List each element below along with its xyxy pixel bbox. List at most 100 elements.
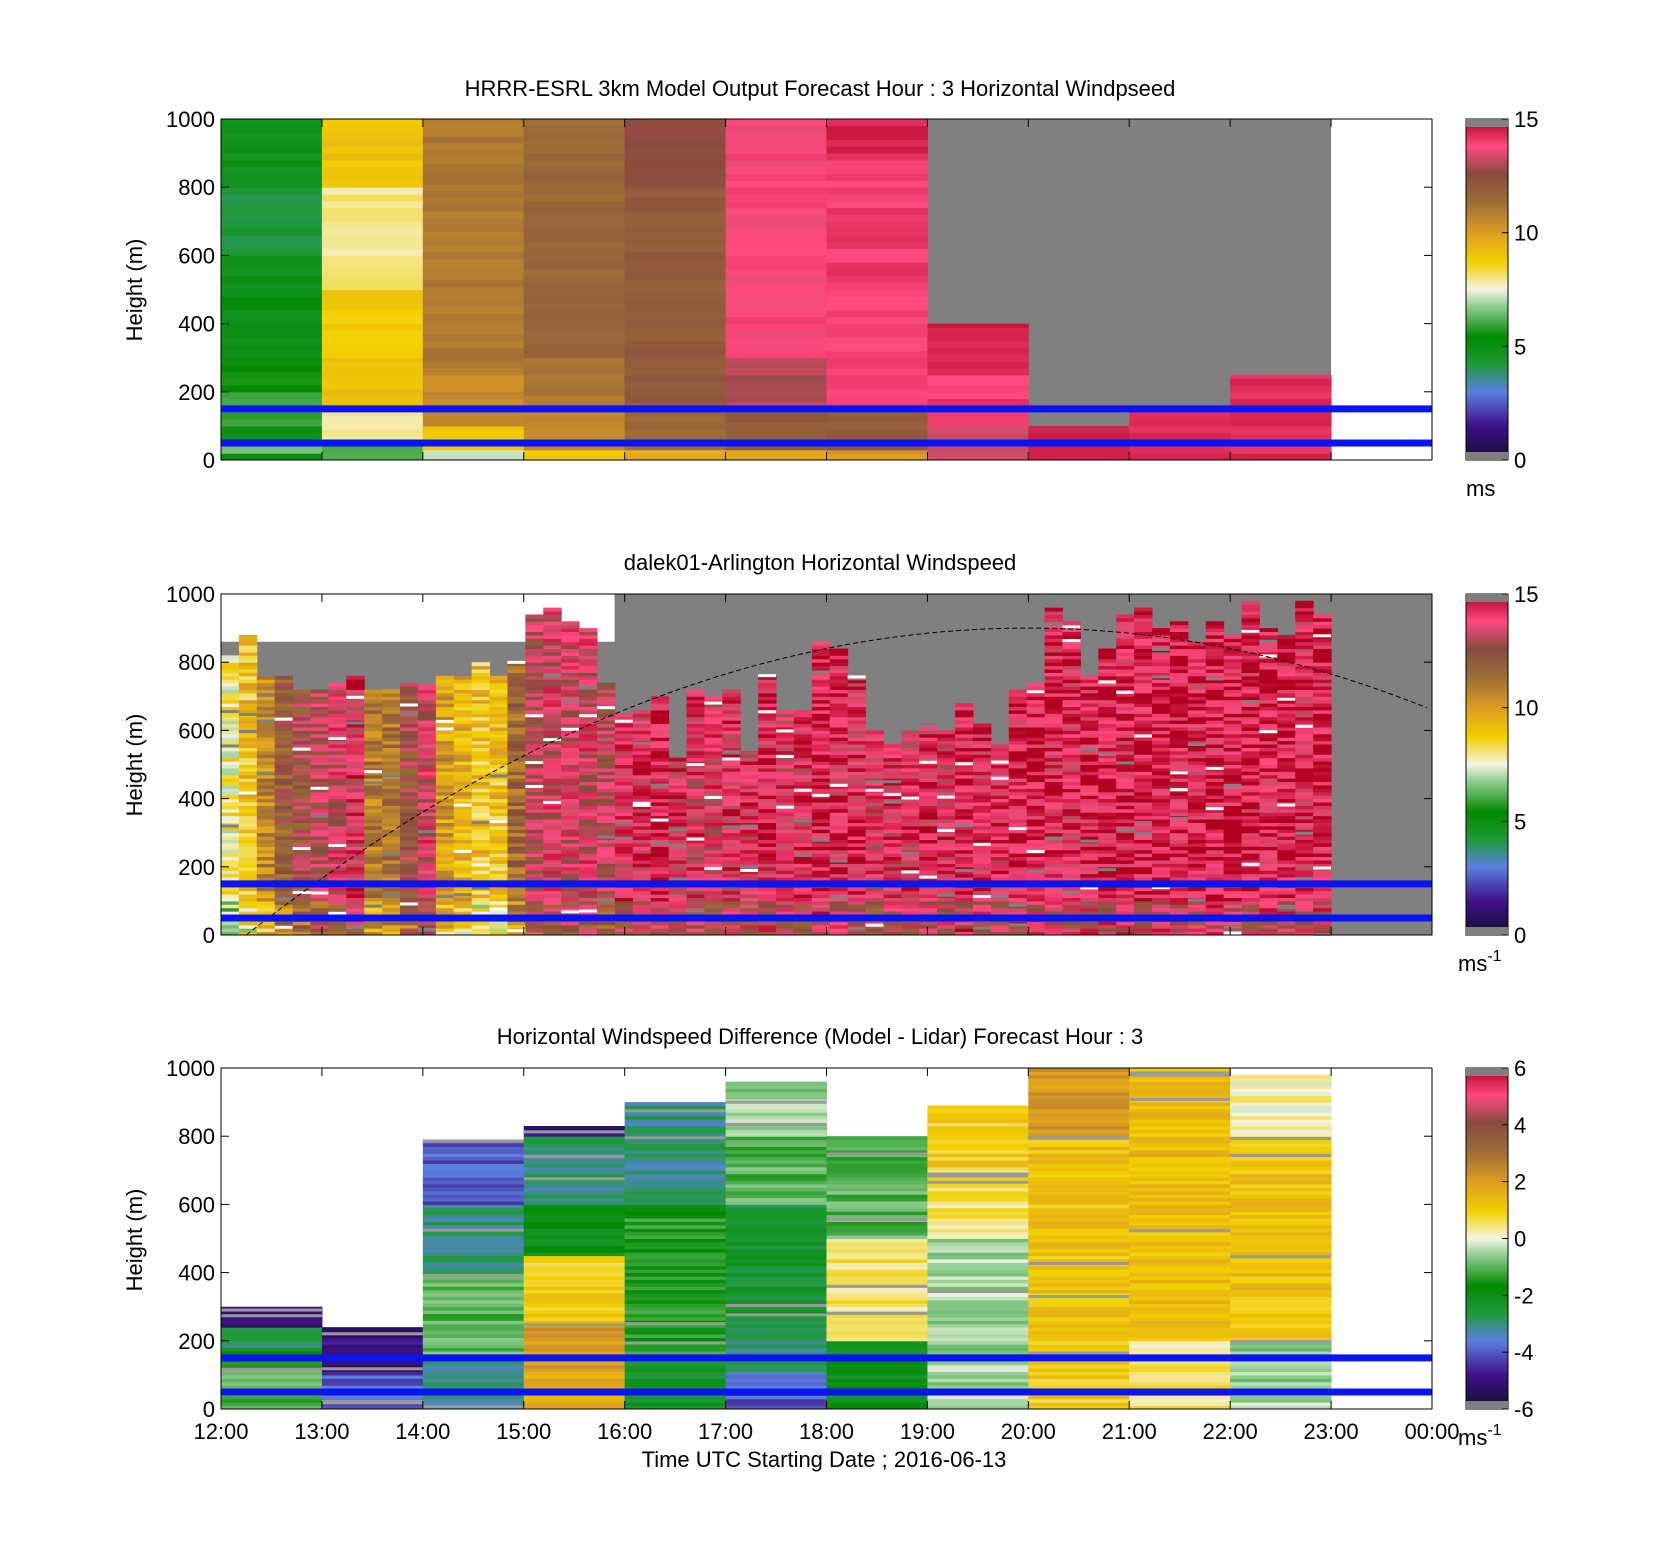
- heatmap-cell: [422, 265, 525, 273]
- heatmap-cell: [453, 829, 473, 834]
- missing-strip: [632, 741, 651, 745]
- heatmap-cell: [1044, 805, 1064, 810]
- heatmap-cell: [579, 764, 598, 769]
- heatmap-cell: [624, 453, 727, 461]
- heatmap-cell: [328, 890, 347, 895]
- heatmap-cell: [955, 887, 974, 892]
- heatmap-cell: [1080, 692, 1099, 697]
- heatmap-cell: [1008, 716, 1028, 721]
- heatmap-cell: [722, 730, 741, 735]
- heatmap-cell: [624, 125, 727, 134]
- heatmap-cell: [221, 819, 240, 823]
- heatmap-cell: [1080, 825, 1099, 830]
- heatmap-cell: [274, 703, 294, 708]
- heatmap-cell: [489, 887, 508, 892]
- heatmap-cell: [453, 853, 473, 858]
- heatmap-cell: [829, 788, 849, 793]
- heatmap-cell: [346, 802, 365, 806]
- heatmap-cell: [1241, 887, 1260, 892]
- heatmap-cell: [507, 819, 526, 823]
- heatmap-cell: [1008, 795, 1028, 800]
- heatmap-cell: [632, 829, 652, 834]
- heatmap-cell: [507, 791, 526, 796]
- heatmap-cell: [543, 815, 562, 820]
- heatmap-cell: [422, 361, 525, 369]
- heatmap-cell: [624, 354, 727, 362]
- heatmap-cell: [776, 761, 795, 765]
- heatmap-cell: [274, 904, 294, 909]
- heatmap-cell: [1134, 900, 1153, 905]
- heatmap-cell: [221, 675, 240, 680]
- heatmap-cell: [1205, 822, 1225, 827]
- heatmap-cell: [686, 863, 705, 868]
- heatmap-cell: [321, 330, 424, 338]
- heatmap-cell: [579, 788, 598, 793]
- heatmap-cell: [919, 744, 938, 748]
- heatmap-cell: [1169, 655, 1189, 660]
- heatmap-cell: [400, 805, 419, 810]
- heatmap-cell: [847, 726, 867, 731]
- heatmap-cell: [221, 894, 240, 898]
- heatmap-cell: [883, 873, 902, 878]
- heatmap-cell: [1044, 672, 1064, 677]
- heatmap-cell: [955, 829, 974, 834]
- heatmap-cell: [1080, 870, 1099, 875]
- missing-strip: [883, 780, 902, 784]
- heatmap-cell: [1116, 784, 1135, 789]
- heatmap-cell: [579, 900, 598, 905]
- heatmap-cell: [489, 686, 508, 690]
- heatmap-cell: [543, 706, 562, 711]
- heatmap-cell: [525, 832, 544, 837]
- heatmap-cell: [740, 904, 759, 909]
- heatmap-cell: [1098, 696, 1117, 701]
- heatmap-cell: [543, 788, 562, 793]
- heatmap-cell: [328, 825, 347, 830]
- heatmap-cell: [722, 856, 741, 861]
- heatmap-cell: [811, 846, 831, 851]
- heatmap-cell: [1062, 720, 1081, 725]
- heatmap-cell: [523, 330, 626, 338]
- heatmap-cell: [1169, 870, 1189, 875]
- heatmap-cell: [364, 911, 383, 916]
- heatmap-cell: [722, 900, 741, 905]
- heatmap-cell: [507, 842, 526, 847]
- heatmap-cell: [596, 802, 616, 806]
- heatmap-cell: [579, 819, 598, 823]
- heatmap-cell: [1026, 798, 1046, 803]
- heatmap-cell: [1044, 665, 1064, 670]
- heatmap-cell: [1134, 931, 1153, 936]
- heatmap-cell: [435, 900, 455, 905]
- heatmap-cell: [328, 778, 347, 783]
- heatmap-cell: [650, 836, 670, 841]
- missing-strip: [865, 788, 884, 792]
- heatmap-cell: [758, 904, 777, 909]
- heatmap-cell: [596, 846, 616, 851]
- heatmap-cell: [221, 832, 240, 837]
- heatmap-cell: [650, 890, 670, 895]
- heatmap-cell: [990, 911, 1010, 916]
- heatmap-cell: [1187, 798, 1207, 803]
- heatmap-cell: [1080, 716, 1099, 721]
- heatmap-cell: [1223, 870, 1243, 875]
- heatmap-cell: [417, 907, 437, 912]
- heatmap-cell: [614, 750, 634, 755]
- heatmap-cell: [238, 672, 258, 677]
- heatmap-cell: [221, 774, 240, 779]
- heatmap-cell: [811, 706, 831, 711]
- heatmap-cell: [990, 812, 1010, 817]
- missing-strip: [829, 895, 848, 899]
- heatmap-cell: [1062, 784, 1081, 789]
- heatmap-cell: [238, 689, 258, 694]
- heatmap-cell: [256, 767, 276, 772]
- heatmap-cell: [919, 784, 938, 789]
- heatmap-cell: [1134, 808, 1153, 813]
- heatmap-cell: [1008, 737, 1028, 742]
- heatmap-cell: [489, 900, 508, 905]
- heatmap-cell: [453, 812, 473, 817]
- heatmap-cell: [776, 863, 795, 868]
- heatmap-cell: [417, 767, 437, 772]
- heatmap-cell: [346, 859, 365, 864]
- heatmap-cell: [901, 846, 920, 851]
- heatmap-cell: [274, 706, 294, 711]
- heatmap-cell: [1044, 679, 1064, 684]
